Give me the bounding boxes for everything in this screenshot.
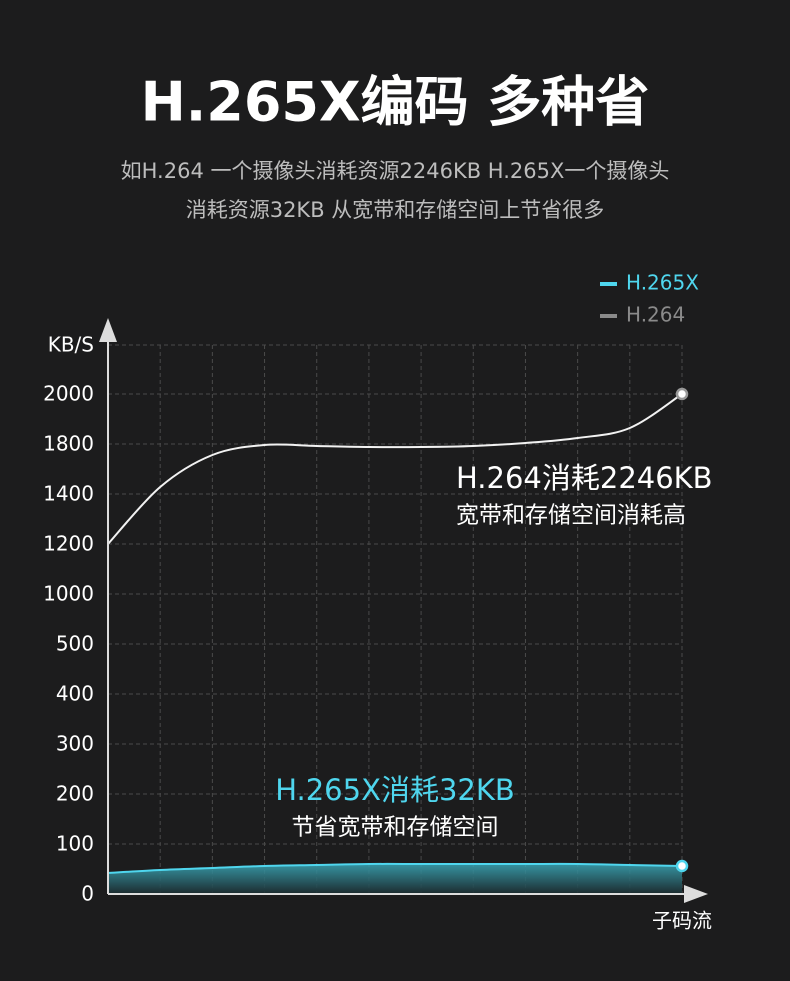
y-tick-label: 0 bbox=[81, 882, 94, 906]
y-tick-label: 100 bbox=[56, 832, 94, 856]
line bbox=[107, 393, 683, 545]
annotation-text: 宽带和存储空间消耗高 bbox=[456, 503, 686, 529]
legend-swatch bbox=[600, 314, 617, 318]
y-tick-label: 500 bbox=[56, 632, 94, 656]
subtitle: 消耗资源32KB 从宽带和存储空间上节省很多 bbox=[186, 198, 605, 222]
legend-label: H.264 bbox=[626, 303, 685, 327]
line bbox=[107, 862, 683, 874]
chart-title: H.265X编码 多种省 bbox=[141, 71, 650, 134]
y-tick-label: 2000 bbox=[43, 382, 94, 406]
end-dot bbox=[675, 387, 689, 401]
y-tick-label: 400 bbox=[56, 682, 94, 706]
end-dot bbox=[675, 859, 689, 873]
y-axis-arrow bbox=[99, 318, 117, 342]
y-tick-label: 1000 bbox=[43, 582, 94, 606]
y-tick-label: 200 bbox=[56, 782, 94, 806]
y-axis-label: KB/S bbox=[48, 333, 94, 357]
annotation-title: H.264消耗2246KB bbox=[456, 461, 713, 495]
legend-label: H.265X bbox=[626, 271, 699, 295]
area bbox=[108, 863, 682, 894]
x-axis-arrow bbox=[684, 885, 708, 903]
y-tick-label: 1200 bbox=[43, 532, 94, 556]
y-tick-label: 1400 bbox=[43, 482, 94, 506]
annotation-title: H.265X消耗32KB bbox=[275, 773, 515, 807]
legend-swatch bbox=[600, 282, 617, 286]
y-tick-label: 1800 bbox=[43, 432, 94, 456]
subtitle: 如H.264 一个摄像头消耗资源2246KB H.265X一个摄像头 bbox=[121, 159, 670, 183]
y-tick-label: 300 bbox=[56, 732, 94, 756]
annotation-text: 节省宽带和存储空间 bbox=[292, 815, 499, 841]
x-axis-label: 子码流 bbox=[652, 909, 712, 933]
